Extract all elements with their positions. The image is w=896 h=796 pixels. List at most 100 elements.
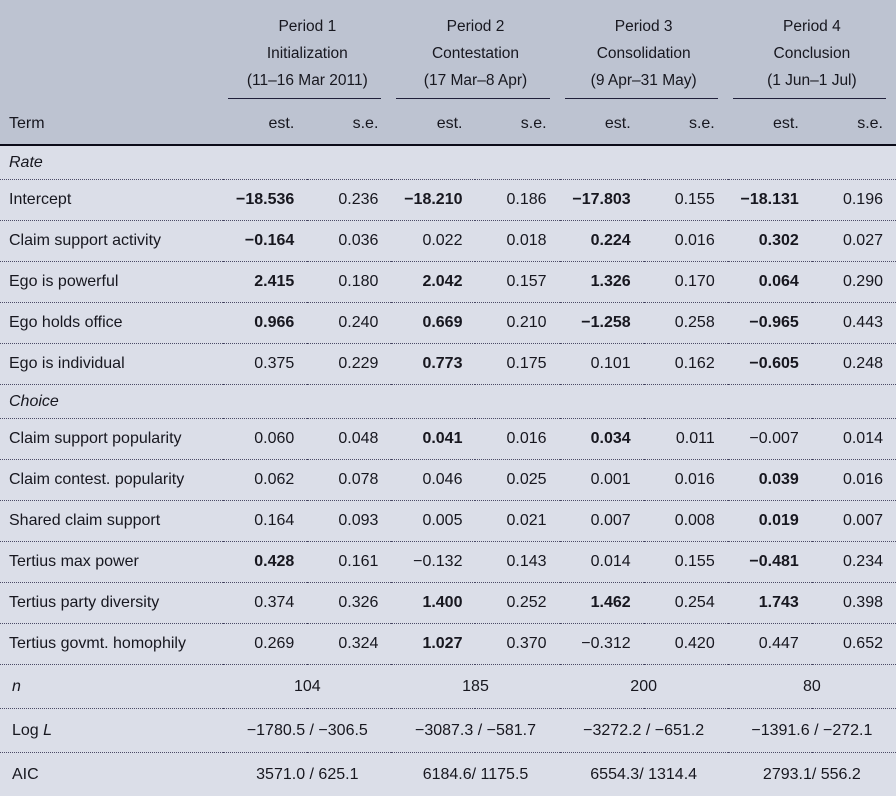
term-cell: Intercept: [0, 180, 223, 221]
period-3-est-value: 0.001: [560, 460, 644, 501]
period-1-se-value: 0.078: [307, 460, 391, 501]
period-2-est-value: 0.669: [391, 303, 475, 344]
period-1-dates: (11–16 Mar 2011): [224, 67, 390, 94]
period-4-est-header: est.: [728, 100, 812, 145]
period-3-est-value: 0.224: [560, 221, 644, 262]
section-label: Rate: [0, 145, 896, 180]
term-cell: Ego is individual: [0, 344, 223, 385]
period-4-se-value: 0.007: [812, 501, 896, 542]
period-4-name: Period 4: [729, 13, 895, 40]
period-3-se-value: 0.016: [644, 221, 728, 262]
period-2-est-value: 0.046: [391, 460, 475, 501]
period-2-est-value: −0.132: [391, 542, 475, 583]
period-3-se-header: s.e.: [644, 100, 728, 145]
period-4-se-value: 0.027: [812, 221, 896, 262]
period-4-se-value: 0.652: [812, 624, 896, 665]
period-1-est-value: 0.966: [223, 303, 307, 344]
period-2-name: Period 2: [392, 13, 558, 40]
table-header: Period 1 Initialization (11–16 Mar 2011)…: [0, 0, 896, 145]
period-3-se-value: 0.155: [644, 180, 728, 221]
period-2-se-value: 0.025: [475, 460, 559, 501]
period-1-se-value: 0.093: [307, 501, 391, 542]
period-2-subtitle: Contestation: [392, 40, 558, 67]
period-4-est-value: −0.965: [728, 303, 812, 344]
period-1-se-value: 0.326: [307, 583, 391, 624]
period-4-underline: [733, 98, 886, 99]
period-2-est-value: 1.027: [391, 624, 475, 665]
summary-label: Log L: [0, 709, 223, 753]
period-1-name: Period 1: [224, 13, 390, 40]
period-3-underline: [565, 98, 718, 99]
summary-label-italic-text: n: [12, 678, 21, 695]
term-column-header: Term: [0, 100, 223, 145]
period-3-se-value: 0.258: [644, 303, 728, 344]
period-1-se-value: 0.229: [307, 344, 391, 385]
period-3-dates: (9 Apr–31 May): [561, 67, 727, 94]
period-2-header: Period 2 Contestation (17 Mar–8 Apr): [391, 0, 559, 100]
period-3-est-value: 1.462: [560, 583, 644, 624]
period-2-se-value: 0.210: [475, 303, 559, 344]
section-label-row: Choice: [0, 385, 896, 419]
summary-row: Log L−1780.5 / −306.5−3087.3 / −581.7−32…: [0, 709, 896, 753]
term-cell: Ego is powerful: [0, 262, 223, 303]
period-4-summary-value: −1391.6 / −272.1: [728, 709, 896, 753]
period-1-subtitle: Initialization: [224, 40, 390, 67]
summary-label: n: [0, 665, 223, 709]
section-label: Choice: [0, 385, 896, 419]
period-1-se-header: s.e.: [307, 100, 391, 145]
period-3-se-value: 0.008: [644, 501, 728, 542]
period-4-est-value: −0.605: [728, 344, 812, 385]
period-3-name: Period 3: [561, 13, 727, 40]
period-4-summary-value: 80: [728, 665, 896, 709]
period-4-se-value: 0.290: [812, 262, 896, 303]
period-3-est-value: 0.101: [560, 344, 644, 385]
period-3-summary-value: −3272.2 / −651.2: [560, 709, 728, 753]
period-3-se-value: 0.162: [644, 344, 728, 385]
period-4-est-value: 0.302: [728, 221, 812, 262]
period-3-se-value: 0.155: [644, 542, 728, 583]
period-header-row: Period 1 Initialization (11–16 Mar 2011)…: [0, 0, 896, 100]
period-2-est-value: 0.041: [391, 419, 475, 460]
period-4-est-value: 1.743: [728, 583, 812, 624]
period-3-se-value: 0.016: [644, 460, 728, 501]
period-1-est-header: est.: [223, 100, 307, 145]
period-2-est-value: 0.022: [391, 221, 475, 262]
period-2-est-value: 0.005: [391, 501, 475, 542]
period-4-est-value: −0.481: [728, 542, 812, 583]
period-2-summary-value: −3087.3 / −581.7: [391, 709, 559, 753]
period-1-summary-value: 3571.0 / 625.1: [223, 753, 391, 796]
period-3-subtitle: Consolidation: [561, 40, 727, 67]
period-1-se-value: 0.036: [307, 221, 391, 262]
period-2-se-value: 0.143: [475, 542, 559, 583]
period-2-se-value: 0.157: [475, 262, 559, 303]
period-4-se-value: 0.234: [812, 542, 896, 583]
period-3-est-value: −17.803: [560, 180, 644, 221]
period-1-summary-value: 104: [223, 665, 391, 709]
period-2-se-value: 0.252: [475, 583, 559, 624]
period-1-se-value: 0.240: [307, 303, 391, 344]
period-4-est-value: 0.064: [728, 262, 812, 303]
period-2-se-value: 0.018: [475, 221, 559, 262]
period-1-se-value: 0.324: [307, 624, 391, 665]
period-3-est-value: −0.312: [560, 624, 644, 665]
results-table-page: Period 1 Initialization (11–16 Mar 2011)…: [0, 0, 896, 765]
summary-label-italic-text: L: [43, 722, 52, 739]
period-1-underline: [228, 98, 381, 99]
period-4-est-value: −0.007: [728, 419, 812, 460]
header-blank-cell: [0, 0, 223, 100]
period-3-est-value: 1.326: [560, 262, 644, 303]
period-1-se-value: 0.180: [307, 262, 391, 303]
